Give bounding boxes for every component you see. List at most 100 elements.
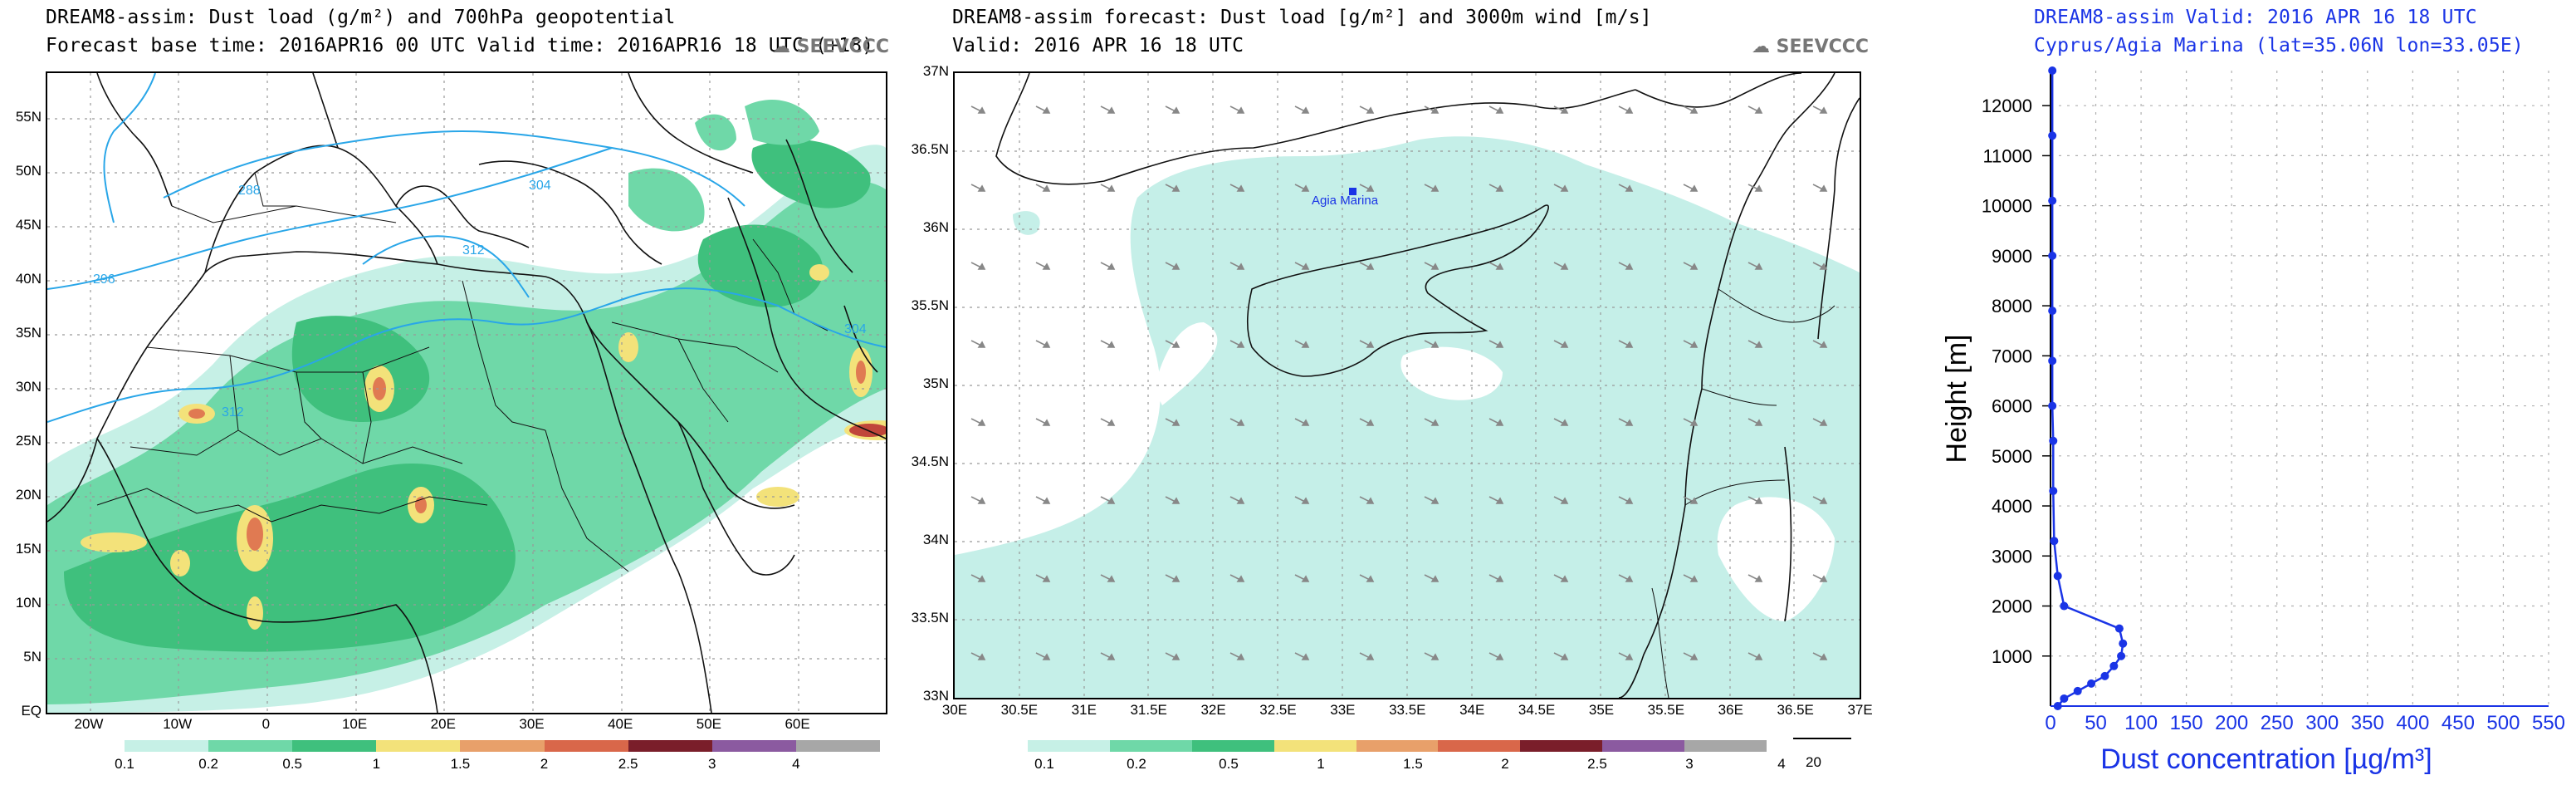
wind-arrow-head [1236, 262, 1245, 270]
profile-point [2049, 436, 2058, 445]
wind-arrow-head [1430, 106, 1440, 114]
panel1-colorbar [125, 740, 880, 752]
wind-arrow-head [1625, 341, 1634, 348]
wind-arrow-head [1366, 341, 1375, 348]
wind-arrow-head [1301, 497, 1310, 504]
colorbar-tick-label: 1 [1317, 756, 1325, 772]
profile-point [2048, 251, 2057, 260]
lat-tick-label: 55N [15, 109, 42, 125]
wind-arrow-head [1560, 341, 1569, 348]
wind-arrow-head [1366, 497, 1375, 504]
lat-tick-label: EQ [21, 703, 42, 719]
wind-arrow-head [1107, 106, 1116, 114]
wind-arrow-head [1560, 575, 1569, 582]
panel3-subtitle: Cyprus/Agia Marina (lat=35.06N lon=33.05… [2034, 35, 2524, 56]
panel1-title: DREAM8-assim: Dust load (g/m²) and 700hP… [46, 7, 676, 28]
profile-point [2117, 651, 2126, 660]
wind-arrow-head [1042, 653, 1051, 660]
panel3-title: DREAM8-assim Valid: 2016 APR 16 18 UTC [2034, 7, 2477, 28]
lon-tick-label: 10W [163, 716, 193, 732]
wind-arrow-head [1754, 106, 1763, 114]
lon-tick-label: 34.5E [1518, 702, 1556, 718]
wind-arrow-head [1495, 184, 1504, 192]
lon-tick-label: 60E [785, 716, 810, 732]
lat-tick-label: 36.5N [911, 141, 949, 157]
profile-point [2048, 196, 2057, 205]
profile-point [2049, 486, 2058, 495]
x-tick-label: 50 [2085, 712, 2107, 734]
lat-tick-label: 20N [15, 487, 42, 503]
wind-arrow-head [1625, 419, 1634, 426]
wind-arrow-head [1754, 184, 1763, 192]
wind-arrow-head [1560, 106, 1569, 114]
colorbar-tick-label: 4 [1777, 756, 1786, 772]
wind-arrow-head [1366, 262, 1375, 270]
lon-tick-label: 36E [1718, 702, 1743, 718]
lat-tick-label: 35.5N [911, 297, 949, 313]
wind-arrow-head [1430, 653, 1440, 660]
wind-arrow-head [1819, 653, 1828, 660]
colorbar-tick-label: 1.5 [450, 756, 471, 772]
wind-arrow-head [1042, 184, 1051, 192]
x-tick-label: 300 [2305, 712, 2339, 734]
wind-arrow-head [1689, 497, 1699, 504]
wind-arrow-head [1625, 184, 1634, 192]
lon-tick-label: 33.5E [1389, 702, 1426, 718]
wind-arrow-head [1754, 653, 1763, 660]
colorbar-tick-label: 0.1 [1034, 756, 1054, 772]
wind-arrow-head [1754, 575, 1763, 582]
y-tick-label: 6000 [1992, 396, 2032, 417]
wind-arrow-head [1042, 575, 1051, 582]
panel1-logo: ☁ SEEVCCC [772, 37, 890, 57]
y-tick-label: 4000 [1992, 496, 2032, 517]
panel2-logo: ☁ SEEVCCC [1752, 37, 1870, 57]
wind-arrow-head [1625, 575, 1634, 582]
wind-arrow-head [1171, 262, 1180, 270]
lon-tick-label: 34E [1459, 702, 1485, 718]
x-tick-label: 400 [2396, 712, 2429, 734]
wind-arrow-head [1430, 341, 1440, 348]
lon-tick-label: 30E [519, 716, 545, 732]
wind-arrow-head [1819, 106, 1828, 114]
wind-arrow-head [1107, 184, 1116, 192]
wind-arrow-head [1366, 653, 1375, 660]
colorbar-tick-label: 2 [1501, 756, 1509, 772]
wind-arrow-head [1495, 419, 1504, 426]
lat-tick-label: 45N [15, 217, 42, 233]
wind-arrow-head [1236, 106, 1245, 114]
wind-arrow-head [1042, 106, 1051, 114]
y-tick-label: 10000 [1982, 196, 2032, 217]
wind-arrow-head [1625, 497, 1634, 504]
colorbar-tick-label: 2.5 [1587, 756, 1607, 772]
lon-tick-label: 40E [608, 716, 633, 732]
wind-arrow-head [1366, 419, 1375, 426]
station-marker [1349, 188, 1356, 195]
wind-arrow-head [1625, 653, 1634, 660]
wind-arrow-head [1495, 653, 1504, 660]
profile-point [2048, 356, 2057, 366]
wind-arrow-head [1171, 497, 1180, 504]
wind-arrow-head [1754, 262, 1763, 270]
x-tick-label: 450 [2442, 712, 2475, 734]
wind-arrow-head [1819, 184, 1828, 192]
lat-tick-label: 34.5N [911, 454, 949, 469]
contour-label-296: 296 [93, 272, 115, 287]
profile-point [2119, 639, 2128, 648]
profile-point [2060, 694, 2069, 703]
cyprus-dust-map: Agia Marina [955, 73, 1860, 698]
wind-arrow-head [1560, 262, 1569, 270]
wind-arrow-head [1366, 184, 1375, 192]
panel2-map: Agia Marina [953, 71, 1861, 699]
y-tick-label: 9000 [1992, 246, 2032, 267]
dust-profile-chart: 0 50 100 150 200 250 300 350 400 450 500 550 1000 200… [1941, 66, 2565, 775]
wind-arrow-head [1042, 262, 1051, 270]
wind-arrow-head [1560, 184, 1569, 192]
y-tick-label: 7000 [1992, 346, 2032, 366]
y-tick-label: 5000 [1992, 446, 2032, 467]
profile-point [2087, 679, 2096, 688]
wind-arrow-head [1495, 106, 1504, 114]
lon-tick-label: 33E [1330, 702, 1356, 718]
wind-arrow-head [1107, 341, 1116, 348]
wind-arrow-head [1625, 106, 1634, 114]
lon-tick-label: 35.5E [1647, 702, 1685, 718]
